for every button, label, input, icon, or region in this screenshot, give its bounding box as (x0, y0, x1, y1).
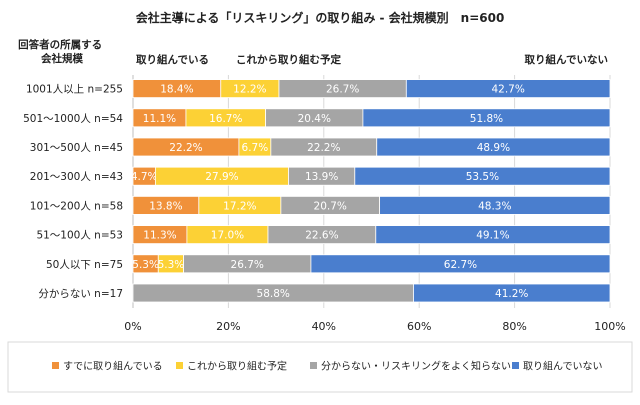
legend-label: これから取り組む予定 (187, 360, 287, 373)
category-label: 51～100人 n=53 (36, 230, 123, 242)
legend: すでに取り組んでいる これから取り組む予定 分からない・リスキリングをよく知らない取… (52, 360, 603, 373)
category-labels: 1001人以上 n=255 501～1000人 n=54 301～500人 n=45… (23, 84, 123, 300)
data-label: 13.9% (305, 171, 338, 183)
data-label: 6.7% (242, 142, 269, 154)
data-label: 22.2% (169, 142, 202, 154)
category-label: 201～300人 n=43 (30, 171, 123, 183)
header-label: これから取り組む予定 (236, 53, 341, 66)
category-label: 501～1000人 n=54 (23, 113, 123, 125)
data-label: 41.2% (495, 288, 528, 300)
category-label: 101～200人 n=58 (30, 200, 123, 212)
data-label: 4.7% (131, 171, 158, 183)
data-label: 16.7% (209, 113, 242, 125)
y-axis-title: 回答者の所属する 会社規模 (18, 38, 106, 65)
data-label: 12.2% (233, 84, 266, 96)
bar-segment (354, 166, 611, 186)
bar-segment (375, 225, 611, 245)
bars: 18.4% 12.2% 26.7% 42.7% 11.1% 16.7% 20.4% 51.8%… (131, 79, 611, 303)
bar-segment (379, 195, 611, 215)
bar-segment (405, 79, 611, 98)
chart-title: 会社主導による「リスキリング」の取り組み - 会社規模別 n=600 (136, 10, 505, 25)
category-label: 301～500人 n=45 (30, 142, 123, 154)
header-label: 取り組んでいる (136, 53, 209, 66)
bar-segment (413, 283, 611, 303)
data-label: 18.4% (160, 84, 193, 96)
data-label: 62.7% (444, 259, 477, 271)
bar-segment (376, 137, 611, 157)
data-label: 26.7% (326, 84, 359, 96)
x-tick-label: 80% (502, 320, 526, 333)
category-label: 分からない n=17 (38, 288, 123, 300)
header-label: 取り組んでいない (525, 53, 608, 66)
data-label: 5.3% (158, 259, 185, 271)
data-label: 51.8% (470, 113, 503, 125)
data-label: 20.7% (314, 200, 347, 212)
x-tick-label: 60% (407, 320, 431, 333)
bar-segment (310, 254, 611, 274)
data-label: 13.8% (149, 200, 182, 212)
category-label: 50人以下 n=75 (46, 259, 123, 271)
bar-segment (362, 108, 611, 128)
x-tick-labels: 0% 20% 40% 60% 80% 100% (124, 320, 625, 333)
data-label: 26.7% (231, 259, 264, 271)
legend-label: 分からない・リスキリングをよく知らない (321, 360, 511, 373)
x-tick-label: 40% (312, 320, 336, 333)
data-label: 49.1% (476, 230, 509, 242)
data-label: 17.2% (223, 200, 256, 212)
data-label: 42.7% (491, 84, 524, 96)
legend-label: 取り組んでいない (523, 360, 603, 373)
data-label: 17.0% (211, 230, 244, 242)
x-tick-label: 100% (594, 320, 625, 333)
legend-label: すでに取り組んでいる (63, 360, 163, 373)
data-label: 5.3% (132, 259, 159, 271)
data-label: 20.4% (298, 113, 331, 125)
data-label: 11.1% (143, 113, 176, 125)
data-label: 27.9% (205, 171, 238, 183)
data-label: 22.6% (305, 230, 338, 242)
legend-box (7, 341, 633, 393)
data-label: 48.9% (477, 142, 510, 154)
data-label: 53.5% (466, 171, 499, 183)
data-label: 48.3% (478, 200, 511, 212)
data-label: 22.2% (307, 142, 340, 154)
data-label: 58.8% (257, 288, 290, 300)
legend-swatch (176, 362, 183, 369)
legend-swatch (512, 362, 519, 369)
data-label: 11.3% (143, 230, 176, 242)
legend-swatch (310, 362, 317, 369)
category-label: 1001人以上 n=255 (26, 84, 123, 96)
column-header-labels: 取り組んでいる これから取り組む予定 取り組んでいない (136, 53, 608, 66)
x-tick-label: 20% (216, 320, 240, 333)
x-tick-label: 0% (124, 320, 141, 333)
legend-swatch (52, 362, 59, 369)
